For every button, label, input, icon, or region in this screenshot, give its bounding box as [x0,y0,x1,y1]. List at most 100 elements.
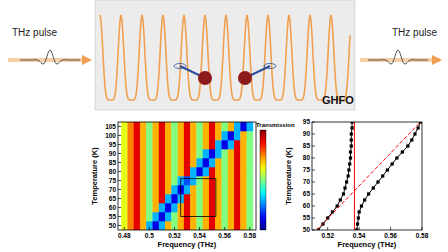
heat-cell [215,122,222,131]
y-tick-label: 90 [109,150,117,157]
heat-cell [190,131,197,140]
marker [347,174,350,177]
heat-cell [240,185,247,194]
marker [343,186,346,189]
y-tick [118,171,121,172]
heat-cell [159,203,166,212]
x-tick [124,227,125,230]
x-tick-label: 0.54 [353,232,366,239]
y-tick [312,218,315,219]
heat-cell [203,158,210,167]
heat-cell [190,167,197,176]
heat-cell [247,203,254,212]
sample-label: GHFO [322,94,354,106]
heat-cell [234,203,241,212]
heat-cell [146,131,153,140]
heat-cell [203,140,210,149]
heat-cell [171,176,178,185]
y-tick [312,230,315,231]
heat-cell [121,131,128,140]
heat-cell [171,149,178,158]
heat-cell [247,194,254,203]
heat-cell [153,203,160,212]
heat-cell [240,167,247,176]
heat-cell [184,194,191,203]
marker [349,150,352,153]
heat-cell [178,167,185,176]
heat-cell [165,203,172,212]
heat-cell [184,158,191,167]
x-tick [199,227,200,230]
heat-cell [121,158,128,167]
y-tick-label: 85 [303,142,311,149]
heat-cell [127,158,134,167]
marker [356,222,359,225]
arrow [432,55,442,65]
heat-cell [222,158,229,167]
x-tick-label: 0.5 [145,232,154,239]
heat-cell [121,212,128,221]
y-tick-label: 70 [109,186,117,193]
heat-cell [140,122,147,131]
frame [118,122,256,230]
heat-cell [228,185,235,194]
heat-cell [184,203,191,212]
pulse [20,50,80,64]
heat-cell [140,185,147,194]
marker [339,198,342,201]
y-tick [118,180,121,181]
heat-cell [159,185,166,194]
heat-cell [121,176,128,185]
y-tick-label: 75 [109,177,117,184]
heat-cell [146,167,153,176]
heat-cell [127,221,134,230]
heat-cell [196,167,203,176]
series-line [357,122,421,230]
series-line [318,122,352,230]
heat-cell [140,221,147,230]
sample-box [95,0,355,110]
y-tick [312,170,315,171]
marker [350,126,353,129]
heat-cell [165,212,172,221]
marker [367,192,370,195]
heat-cell [234,185,241,194]
heat-cell [203,149,210,158]
pulse-label: THz pulse [12,27,57,38]
precession [264,64,276,69]
heat-cell [121,167,128,176]
heat-cell [178,221,185,230]
heat-cell [140,203,147,212]
heat-cell [127,131,134,140]
heat-cell [234,158,241,167]
y-tick [312,134,315,135]
heat-cell [209,185,216,194]
pulse-label: THz pulse [392,27,437,38]
x-tick [422,227,423,230]
heat-cell [165,131,172,140]
heat-cell [222,149,229,158]
y-tick [118,189,121,190]
heat-cell [134,176,141,185]
heat-cell [196,203,203,212]
heat-cell [228,131,235,140]
heat-cell [247,131,254,140]
heat-cell [209,167,216,176]
marker [376,180,379,183]
heat-cell [215,131,222,140]
heat-cell [190,194,197,203]
y-tick-label: 65 [109,195,117,202]
heat-cell [240,140,247,149]
y-tick-label: 80 [303,154,311,161]
heat-cell [184,176,191,185]
y-tick-label: 75 [303,166,311,173]
marker [357,216,360,219]
heat-cell [222,140,229,149]
colorbar [260,130,266,230]
y-tick-label: 55 [303,214,311,221]
marker [386,168,389,171]
heat-cell [196,122,203,131]
series-line [317,122,421,230]
heat-cell [159,122,166,131]
heat-cell [153,194,160,203]
